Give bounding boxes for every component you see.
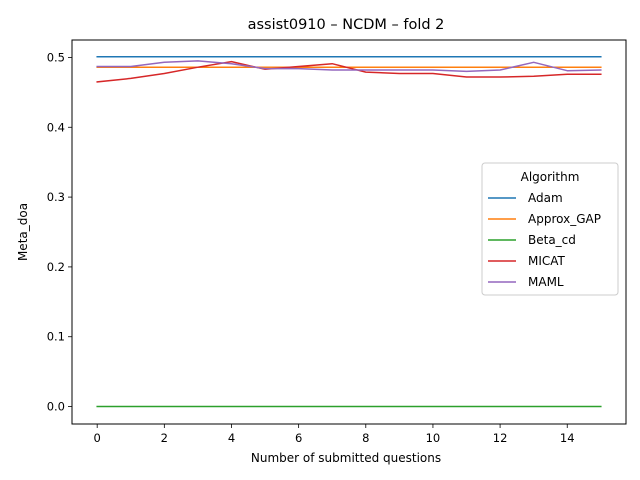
y-tick-label: 0.1 [47, 330, 65, 344]
chart-title: assist0910 – NCDM – fold 2 [248, 17, 445, 33]
x-tick-label: 6 [295, 431, 302, 445]
y-tick-label: 0.3 [47, 190, 65, 204]
legend-title: Algorithm [521, 170, 580, 184]
x-tick-label: 4 [228, 431, 235, 445]
y-axis-label: Meta_doa [16, 203, 30, 261]
y-tick-label: 0.0 [47, 400, 65, 414]
legend-label-micat: MICAT [528, 254, 566, 268]
series-layer [96, 56, 602, 408]
y-axis-ticks: 0.0 0.1 0.2 0.3 0.4 0.5 [47, 50, 72, 414]
legend-label-approx-gap: Approx_GAP [528, 212, 601, 226]
y-tick-label: 0.5 [47, 50, 65, 64]
x-tick-label: 10 [426, 431, 441, 445]
y-tick-label: 0.2 [47, 260, 65, 274]
x-tick-label: 0 [94, 431, 101, 445]
legend-label-beta-cd: Beta_cd [528, 233, 576, 247]
legend: Algorithm Adam Approx_GAP Beta_cd MICAT MAML [481, 162, 619, 296]
x-tick-label: 12 [493, 431, 508, 445]
legend-label-adam: Adam [528, 191, 563, 205]
x-tick-label: 14 [560, 431, 575, 445]
series-line-maml [96, 60, 602, 73]
legend-box [481, 162, 619, 296]
x-axis-label: Number of submitted questions [251, 451, 441, 465]
legend-label-maml: MAML [528, 275, 564, 289]
y-tick-label: 0.4 [47, 120, 65, 134]
x-tick-label: 8 [362, 431, 369, 445]
x-tick-label: 2 [161, 431, 168, 445]
series-line-micat [96, 60, 602, 83]
x-axis-ticks: 0 2 4 6 8 10 12 14 [94, 424, 575, 445]
legend-items: Adam Approx_GAP Beta_cd MICAT MAML [488, 191, 601, 289]
plot-frame [71, 39, 627, 425]
